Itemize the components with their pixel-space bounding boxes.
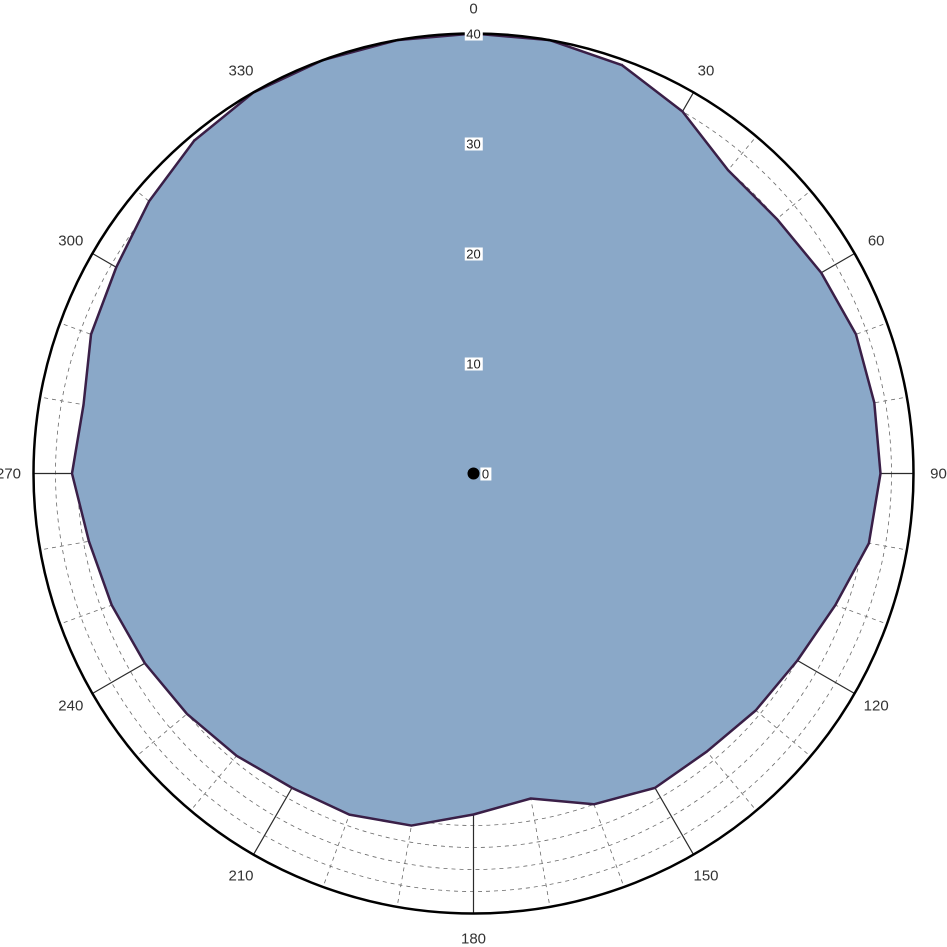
angle-label-210: 210 <box>228 868 253 885</box>
radial-label-30: 30 <box>464 137 482 150</box>
polar-chart: 0 30 60 90 120 150 180 210 240 270 300 330 0 10 20 30 40 <box>0 0 947 947</box>
radial-label-10: 10 <box>464 357 482 370</box>
angle-label-240: 240 <box>58 698 83 715</box>
radial-label-40: 40 <box>464 27 482 40</box>
angle-label-270: 270 <box>0 465 21 482</box>
center-marker <box>468 468 480 480</box>
angle-label-30: 30 <box>698 62 715 79</box>
angle-label-150: 150 <box>693 868 718 885</box>
angle-label-60: 60 <box>868 233 885 250</box>
radial-label-20: 20 <box>464 247 482 260</box>
angle-label-120: 120 <box>864 698 889 715</box>
angle-label-330: 330 <box>228 62 253 79</box>
radial-label-0: 0 <box>480 467 491 480</box>
angle-label-180: 180 <box>461 930 486 947</box>
angle-label-300: 300 <box>58 233 83 250</box>
angle-label-90: 90 <box>930 465 947 482</box>
angle-label-0: 0 <box>469 0 477 17</box>
